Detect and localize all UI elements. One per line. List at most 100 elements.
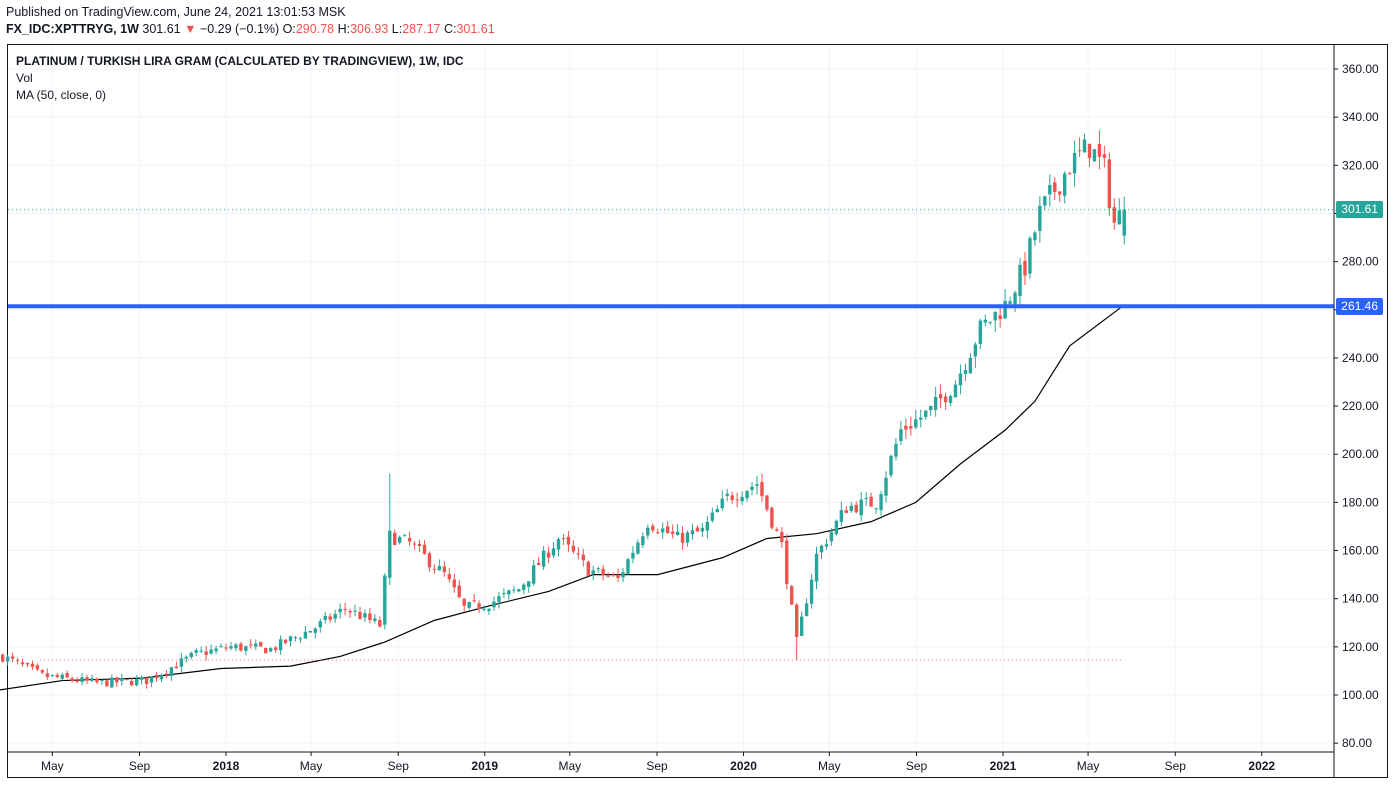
candle-body	[1048, 185, 1052, 195]
candle	[333, 609, 337, 623]
candle	[189, 651, 193, 660]
time-tick-label: 2021	[990, 759, 1017, 773]
candle-body	[904, 425, 908, 430]
candle-body	[313, 628, 318, 633]
candle-body	[1082, 139, 1087, 153]
candle	[95, 677, 99, 685]
candle-body	[249, 644, 253, 646]
candle	[5, 654, 10, 666]
candle	[745, 490, 749, 502]
candle	[1018, 258, 1022, 305]
candle	[1097, 130, 1102, 170]
candle	[264, 647, 268, 654]
candle-body	[1062, 173, 1067, 196]
candle	[680, 526, 685, 550]
low-value: 287.17	[402, 22, 441, 36]
candle	[40, 669, 45, 675]
candle	[1043, 196, 1047, 211]
candle	[378, 616, 382, 628]
candle	[125, 679, 129, 681]
candle-body	[527, 581, 531, 587]
candle-body	[100, 680, 104, 682]
candle	[467, 601, 471, 610]
candle-body	[95, 678, 99, 683]
candle-body	[670, 531, 675, 534]
candle-body	[998, 315, 1002, 320]
candle	[452, 573, 456, 593]
candle-body	[536, 563, 541, 566]
candle	[164, 670, 169, 679]
candle-body	[169, 667, 174, 677]
candle	[1072, 140, 1077, 187]
candle-body	[194, 650, 198, 653]
candle	[149, 676, 154, 688]
candle-body	[417, 544, 422, 546]
candle	[720, 490, 724, 511]
candle-body	[561, 538, 566, 540]
candle-body	[278, 639, 283, 651]
candle-body	[824, 544, 829, 547]
candle	[715, 505, 719, 513]
candle	[670, 524, 675, 539]
time-tick-label: May	[1077, 759, 1100, 773]
candle-body	[363, 613, 367, 618]
candle	[1023, 251, 1027, 285]
candle	[1107, 152, 1112, 216]
price-tick-label: 80.00	[1342, 736, 1372, 750]
candle-body	[40, 670, 45, 673]
candle	[20, 658, 25, 667]
candle-body	[482, 608, 486, 610]
candle-body	[755, 484, 759, 486]
candle	[259, 641, 263, 648]
candle	[383, 573, 387, 630]
candle	[556, 537, 561, 557]
candle-body	[1072, 152, 1077, 174]
candle	[1038, 196, 1042, 243]
legend-moving-average: MA (50, close, 0)	[16, 88, 107, 102]
candle	[437, 559, 442, 571]
candle-body	[25, 663, 30, 665]
candle-body	[531, 565, 536, 584]
candle	[502, 588, 506, 599]
candle	[278, 635, 283, 655]
candle-body	[646, 527, 650, 536]
candle	[978, 318, 983, 349]
candle-body	[919, 417, 923, 420]
candle	[705, 516, 710, 539]
level-price-tag[interactable]: 261.46	[1336, 297, 1383, 315]
candle-body	[849, 505, 853, 511]
price-tick-label: 340.00	[1342, 110, 1379, 124]
candle	[512, 585, 516, 594]
candle	[785, 533, 789, 590]
candle	[1112, 198, 1117, 230]
price-tick-label: 100.00	[1342, 688, 1379, 702]
candle-body	[631, 552, 635, 559]
candle	[457, 579, 461, 599]
candle-body	[641, 536, 645, 546]
candle-body	[953, 384, 958, 398]
candle	[1048, 174, 1052, 207]
candle	[566, 530, 571, 552]
candle	[646, 524, 650, 540]
time-tick-label: 2022	[1248, 759, 1275, 773]
candle	[442, 560, 447, 577]
candle	[675, 523, 680, 536]
candle	[685, 530, 690, 547]
candle	[790, 584, 794, 605]
candle	[1013, 290, 1017, 313]
price-tick-label: 360.00	[1342, 62, 1379, 76]
chart-frame[interactable]	[7, 44, 1388, 778]
candle	[546, 546, 551, 564]
candle	[209, 644, 213, 655]
candle	[943, 392, 948, 410]
time-tick-label: May	[818, 759, 841, 773]
candle-body	[571, 545, 576, 552]
candle-body	[427, 553, 432, 568]
candle	[184, 655, 188, 663]
candle-body	[268, 648, 273, 652]
candle-body	[60, 674, 64, 679]
candle-body	[586, 561, 590, 576]
candle-body	[115, 677, 119, 683]
candle	[134, 675, 139, 687]
